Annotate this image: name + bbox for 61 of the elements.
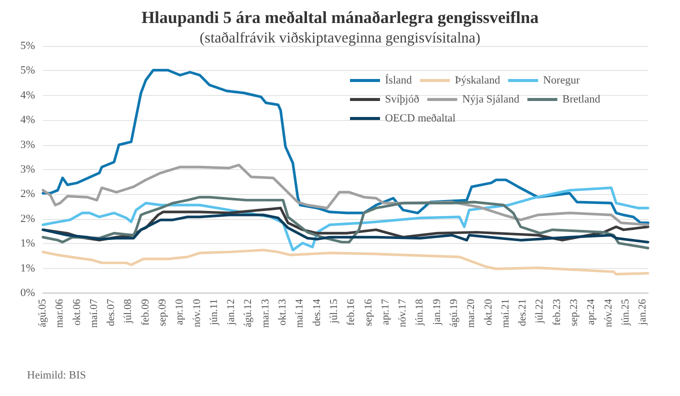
line-series (42, 68, 650, 224)
y-tick-label: 4% (20, 89, 35, 102)
legend-label: Bretland (562, 94, 601, 106)
x-tick-label: feb.23 (552, 299, 563, 326)
legend-label: OECD meðaltal (385, 112, 456, 124)
y-tick-label: 0% (20, 287, 35, 299)
y-tick-label: 3% (20, 164, 35, 176)
x-tick-label: jan.26 (638, 299, 649, 326)
x-tick-label: okt.13 (278, 299, 289, 326)
x-tick-label: okt.20 (483, 299, 494, 326)
x-tick-label: ágú.12 (243, 299, 254, 328)
y-tick-label: 2% (20, 212, 35, 225)
x-tick-label: jún.18 (414, 299, 426, 327)
x-tick-label: apr.24 (586, 298, 598, 325)
x-tick-label: mar.06 (54, 299, 66, 328)
x-tick-label: des.14 (312, 298, 323, 326)
legend-label: Nýja Sjáland (462, 94, 520, 106)
y-tick-label: 5% (20, 64, 35, 77)
x-tick-label: apr.17 (380, 299, 392, 325)
x-tick-label: des.21 (518, 299, 529, 326)
x-tick-label: maí.14 (294, 298, 306, 328)
text: Heimild: BIS (27, 370, 86, 382)
x-tick-label: maí.07 (88, 299, 100, 328)
x-tick-label: feb.09 (140, 299, 152, 326)
y-tick-label: 5% (20, 40, 35, 52)
y-tick-label: 3% (20, 138, 35, 151)
x-tick-label: nóv.24 (603, 298, 614, 328)
x-tick-label: jún.25 (620, 299, 632, 327)
x-tick-label: sep.23 (569, 299, 580, 326)
y-tick-label: 1% (20, 238, 35, 250)
legend-label: Þýskaland (454, 74, 501, 86)
x-tick-label: nóv.10 (192, 299, 203, 328)
x-tick-label: ágú.05 (38, 299, 48, 328)
legend-label: Svíþjóð (385, 94, 420, 106)
chart-title: Hlaupandi 5 ára meðaltal mánaðarlegra gengissveiflna (141, 8, 540, 27)
x-tick-label: jan.19 (432, 299, 443, 326)
x-tick-label: feb.16 (346, 299, 358, 326)
x-tick-label: júl.22 (534, 299, 546, 324)
x-tick-label: okt.06 (72, 299, 83, 326)
x-tick-label: júl.08 (123, 299, 134, 324)
legend-label: Noregur (543, 74, 580, 86)
y-tick-label: 4% (20, 114, 35, 126)
x-tick-label: júl.15 (328, 299, 340, 324)
x-tick-label: mar.20 (466, 299, 478, 328)
x-tick-label: jún.11 (208, 299, 220, 326)
x-tick-label: ágú.19 (449, 299, 460, 328)
chart-subtitle: (staðalfrávik viðskiptaveginna gengisvísitalna) (200, 30, 480, 46)
x-tick-label: jan.12 (226, 299, 238, 326)
x-tick-label: sep.16 (363, 299, 374, 326)
line-series (42, 214, 650, 244)
x-tick-label: des.07 (106, 299, 118, 326)
x-tick-label: nóv.17 (398, 299, 409, 328)
y-tick-label: 2% (20, 188, 35, 200)
x-tick-label: apr.10 (174, 299, 186, 325)
x-tick-label: maí.21 (500, 299, 512, 328)
y-tick-label: 1% (20, 262, 35, 274)
x-tick-label: sep.09 (158, 299, 169, 326)
x-tick-label: mar.13 (260, 299, 272, 328)
legend-label: Ísland (385, 74, 412, 86)
line-series (42, 196, 650, 250)
line-series (42, 248, 650, 276)
